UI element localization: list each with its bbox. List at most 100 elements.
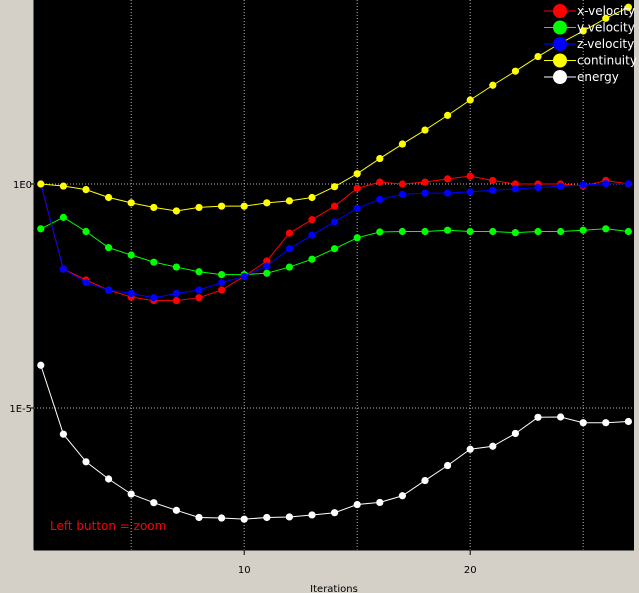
data-point-y-velocity[interactable] bbox=[331, 245, 339, 253]
data-point-z-velocity[interactable] bbox=[59, 265, 67, 273]
data-point-energy[interactable] bbox=[398, 492, 406, 500]
data-point-energy[interactable] bbox=[150, 499, 158, 507]
data-point-z-velocity[interactable] bbox=[150, 294, 158, 302]
data-point-x-velocity[interactable] bbox=[421, 178, 429, 186]
data-point-continuity[interactable] bbox=[240, 202, 248, 210]
data-point-energy[interactable] bbox=[466, 445, 474, 453]
data-point-energy[interactable] bbox=[59, 430, 67, 438]
data-point-energy[interactable] bbox=[557, 413, 565, 421]
data-point-z-velocity[interactable] bbox=[489, 186, 497, 194]
data-point-y-velocity[interactable] bbox=[263, 269, 271, 277]
data-point-x-velocity[interactable] bbox=[172, 296, 180, 305]
legend-item-y-velocity[interactable]: y-velocity bbox=[544, 20, 635, 35]
data-point-z-velocity[interactable] bbox=[511, 185, 519, 193]
data-point-continuity[interactable] bbox=[489, 81, 497, 89]
data-point-continuity[interactable] bbox=[172, 207, 180, 215]
data-point-x-velocity[interactable] bbox=[285, 229, 293, 237]
data-point-y-velocity[interactable] bbox=[511, 229, 519, 237]
data-point-continuity[interactable] bbox=[82, 185, 90, 194]
data-point-continuity[interactable] bbox=[285, 197, 293, 205]
data-point-energy[interactable] bbox=[489, 442, 497, 450]
data-point-z-velocity[interactable] bbox=[557, 182, 565, 190]
data-point-z-velocity[interactable] bbox=[624, 180, 633, 188]
data-point-y-velocity[interactable] bbox=[82, 227, 90, 236]
data-point-y-velocity[interactable] bbox=[602, 225, 610, 233]
data-point-z-velocity[interactable] bbox=[240, 272, 248, 280]
data-point-energy[interactable] bbox=[602, 419, 610, 427]
data-point-energy[interactable] bbox=[376, 498, 384, 507]
data-point-continuity[interactable] bbox=[127, 199, 135, 207]
data-point-y-velocity[interactable] bbox=[37, 225, 45, 233]
data-point-energy[interactable] bbox=[624, 417, 633, 426]
data-point-y-velocity[interactable] bbox=[308, 255, 316, 263]
data-point-z-velocity[interactable] bbox=[444, 189, 452, 197]
data-point-energy[interactable] bbox=[308, 511, 316, 519]
data-point-y-velocity[interactable] bbox=[421, 227, 429, 236]
data-point-continuity[interactable] bbox=[331, 183, 339, 191]
data-point-z-velocity[interactable] bbox=[602, 180, 610, 188]
data-point-energy[interactable] bbox=[579, 419, 587, 427]
data-point-continuity[interactable] bbox=[105, 193, 113, 202]
data-point-continuity[interactable] bbox=[534, 52, 542, 61]
data-point-x-velocity[interactable] bbox=[195, 294, 203, 302]
data-point-y-velocity[interactable] bbox=[444, 226, 452, 234]
data-point-energy[interactable] bbox=[37, 361, 45, 369]
data-point-continuity[interactable] bbox=[37, 180, 45, 188]
data-point-z-velocity[interactable] bbox=[263, 262, 271, 270]
data-point-z-velocity[interactable] bbox=[218, 278, 226, 287]
data-point-y-velocity[interactable] bbox=[105, 244, 113, 252]
data-point-y-velocity[interactable] bbox=[127, 251, 135, 259]
data-point-continuity[interactable] bbox=[195, 203, 203, 212]
data-point-x-velocity[interactable] bbox=[308, 216, 316, 224]
data-point-x-velocity[interactable] bbox=[489, 176, 497, 185]
data-point-x-velocity[interactable] bbox=[466, 172, 474, 180]
data-point-continuity[interactable] bbox=[421, 126, 429, 134]
data-point-x-velocity[interactable] bbox=[398, 180, 406, 188]
data-point-y-velocity[interactable] bbox=[218, 270, 226, 279]
data-point-x-velocity[interactable] bbox=[331, 202, 339, 210]
data-point-continuity[interactable] bbox=[444, 111, 452, 119]
data-point-continuity[interactable] bbox=[263, 199, 271, 207]
data-point-y-velocity[interactable] bbox=[195, 268, 203, 276]
data-point-energy[interactable] bbox=[82, 458, 90, 466]
data-point-y-velocity[interactable] bbox=[59, 213, 67, 221]
data-point-energy[interactable] bbox=[172, 506, 180, 514]
data-point-energy[interactable] bbox=[105, 475, 113, 483]
data-point-z-velocity[interactable] bbox=[195, 286, 203, 294]
data-point-continuity[interactable] bbox=[150, 203, 158, 212]
legend-item-energy[interactable]: energy bbox=[544, 70, 619, 84]
data-point-z-velocity[interactable] bbox=[579, 181, 587, 189]
data-point-continuity[interactable] bbox=[624, 3, 633, 11]
data-point-continuity[interactable] bbox=[398, 140, 406, 148]
data-point-x-velocity[interactable] bbox=[376, 178, 384, 186]
data-point-x-velocity[interactable] bbox=[444, 175, 452, 183]
data-point-continuity[interactable] bbox=[353, 170, 361, 178]
data-point-z-velocity[interactable] bbox=[308, 231, 316, 239]
data-point-x-velocity[interactable] bbox=[353, 184, 361, 192]
data-point-z-velocity[interactable] bbox=[105, 286, 113, 294]
data-point-z-velocity[interactable] bbox=[534, 183, 542, 192]
data-point-y-velocity[interactable] bbox=[466, 227, 474, 236]
data-point-z-velocity[interactable] bbox=[172, 289, 180, 298]
data-point-z-velocity[interactable] bbox=[421, 189, 429, 197]
data-point-y-velocity[interactable] bbox=[353, 234, 361, 242]
data-point-z-velocity[interactable] bbox=[466, 188, 474, 196]
data-point-energy[interactable] bbox=[240, 515, 248, 523]
data-point-continuity[interactable] bbox=[308, 193, 316, 202]
data-point-z-velocity[interactable] bbox=[127, 289, 135, 298]
data-point-continuity[interactable] bbox=[376, 154, 384, 163]
data-point-energy[interactable] bbox=[421, 476, 429, 485]
data-point-z-velocity[interactable] bbox=[353, 204, 361, 212]
data-point-y-velocity[interactable] bbox=[398, 227, 406, 236]
legend-item-continuity[interactable]: continuity bbox=[544, 53, 637, 68]
data-point-energy[interactable] bbox=[444, 461, 452, 470]
data-point-continuity[interactable] bbox=[59, 182, 67, 190]
data-point-y-velocity[interactable] bbox=[150, 258, 158, 266]
data-point-energy[interactable] bbox=[127, 490, 135, 498]
data-point-x-velocity[interactable] bbox=[263, 257, 271, 265]
data-point-energy[interactable] bbox=[353, 500, 361, 509]
data-point-energy[interactable] bbox=[534, 413, 542, 421]
data-point-y-velocity[interactable] bbox=[285, 263, 293, 271]
plot-area[interactable] bbox=[34, 0, 634, 550]
